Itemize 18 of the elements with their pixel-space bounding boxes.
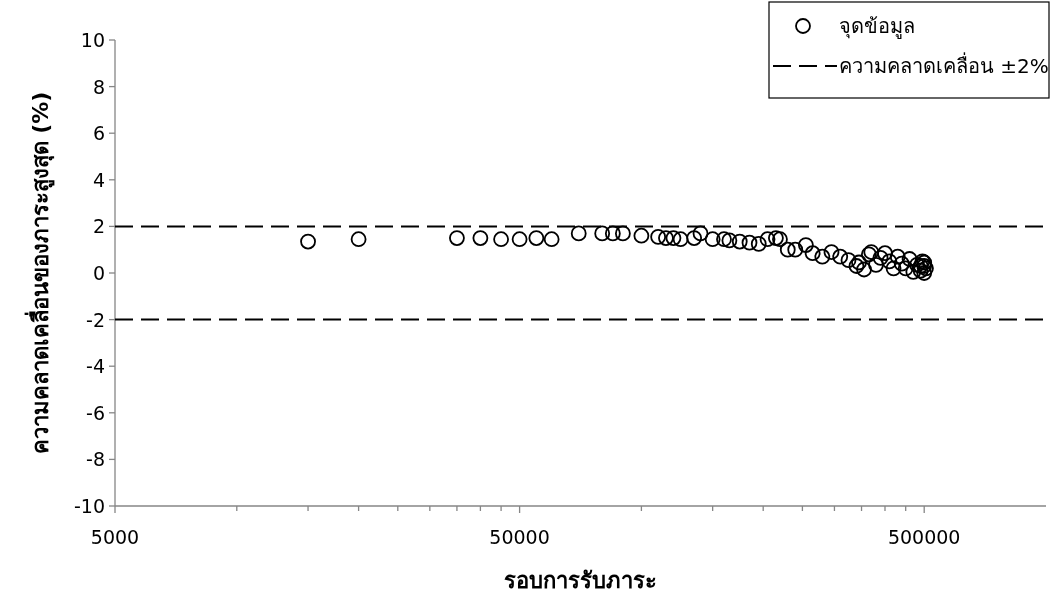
y-tick-label: 6: [92, 122, 105, 145]
legend-label: ความคลาดเคลื่อน ±2%: [839, 52, 1049, 78]
y-tick-label: -4: [86, 355, 105, 378]
y-tick-label: -10: [73, 495, 105, 517]
y-axis-title: ความคลาดเคลื่อนของภาระสูงสุด (%): [24, 91, 55, 455]
y-tick-label: 10: [80, 29, 105, 51]
x-axis-title: รอบการรับภาระ: [504, 568, 657, 593]
x-tick-label: 500000: [887, 526, 961, 548]
y-tick-label: 2: [92, 215, 105, 238]
x-tick-label: 50000: [489, 526, 550, 548]
legend-label: จุดข้อมูล: [839, 14, 915, 39]
y-tick-label: 0: [92, 262, 105, 284]
y-tick-label: 4: [92, 168, 105, 191]
y-tick-label: -8: [86, 448, 105, 471]
y-tick-label: 8: [92, 75, 105, 98]
y-tick-label: -6: [86, 401, 105, 424]
y-tick-label: -2: [86, 308, 105, 331]
x-tick-label: 5000: [90, 526, 140, 548]
